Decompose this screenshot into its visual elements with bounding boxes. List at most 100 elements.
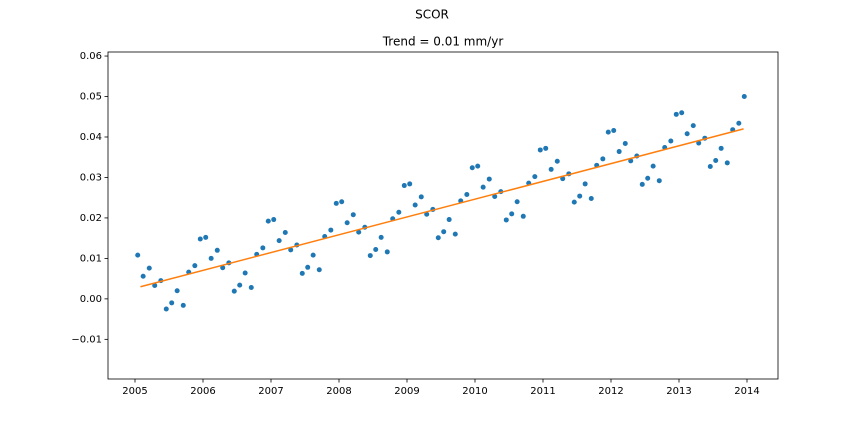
y-tick-label: 0.02 [80,213,102,224]
data-point [174,288,180,294]
data-point [265,218,271,224]
data-point [464,191,470,197]
trend-line [140,128,744,288]
data-point [220,265,226,271]
data-point [650,163,656,169]
data-point [407,181,413,187]
data-point [645,175,651,181]
plot-frame [107,51,779,380]
data-point [299,270,305,276]
data-point [639,181,645,187]
data-point [509,211,515,217]
x-tick-label: 2010 [462,386,487,397]
data-point [140,273,146,279]
data-point [435,235,441,241]
data-point [214,247,220,253]
data-point [548,166,554,172]
data-point [600,156,606,162]
data-point [713,157,719,163]
data-point [469,165,475,171]
data-point [248,285,254,291]
data-point [690,123,696,129]
data-point [152,283,158,289]
data-point [446,217,452,223]
data-point [707,164,713,170]
data-point [356,229,362,235]
data-point [135,252,141,258]
data-point [412,202,418,208]
data-point [537,147,543,153]
data-point [605,129,611,135]
data-point [588,196,594,202]
data-point [203,234,209,240]
data-point [328,227,334,233]
data-point [197,236,203,242]
x-tick-label: 2014 [734,386,759,397]
data-point [668,138,674,144]
data-point [163,306,169,312]
x-tick-label: 2006 [190,386,215,397]
data-point [696,140,702,146]
chart-title: SCOR [415,8,449,22]
data-point [480,184,486,190]
data-point [656,178,662,184]
x-tick-label: 2008 [326,386,351,397]
data-point [679,110,685,116]
data-point [441,229,447,235]
data-point [339,199,345,205]
x-tick-label: 2012 [598,386,623,397]
data-point [282,229,288,235]
data-point [577,193,583,199]
data-point [724,160,730,166]
data-point [718,145,724,151]
x-tick-label: 2009 [394,386,419,397]
data-point [543,145,549,151]
data-point [475,163,481,169]
data-point [310,252,316,258]
y-tick-label: 0.06 [80,51,102,62]
data-point [486,176,492,182]
data-point [611,128,617,134]
data-point [350,212,356,218]
data-point [146,265,152,271]
data-point [288,247,294,253]
x-tick-label: 2011 [530,386,555,397]
data-point [344,220,350,226]
data-point [396,209,402,215]
data-point [242,270,248,276]
data-point [503,217,509,223]
data-point [237,282,243,288]
data-point [616,149,622,155]
data-point [520,213,526,219]
data-point [208,255,214,261]
data-point [418,194,424,200]
data-point [271,217,277,223]
data-point [741,94,747,100]
data-point [622,140,628,146]
data-point [673,111,679,117]
data-point [373,246,379,252]
y-tick-label: −0.01 [71,334,102,345]
data-point [333,200,339,206]
data-point [384,249,390,255]
data-point [192,263,198,269]
data-point [628,158,634,164]
data-point [378,234,384,240]
data-point [401,183,407,189]
chart-subtitle: Trend = 0.01 mm/yr [382,35,504,49]
data-point [231,288,237,294]
y-tick-label: 0.01 [80,253,102,264]
data-point [452,231,458,237]
x-tick-label: 2013 [666,386,691,397]
data-point [554,158,560,164]
data-point [571,199,577,205]
x-tick-label: 2005 [122,386,147,397]
data-point [367,253,373,259]
y-tick-label: 0.04 [80,132,102,143]
data-point [260,245,266,251]
data-point [582,181,588,187]
data-point [424,211,430,217]
data-point [169,300,175,306]
data-point [532,174,538,180]
